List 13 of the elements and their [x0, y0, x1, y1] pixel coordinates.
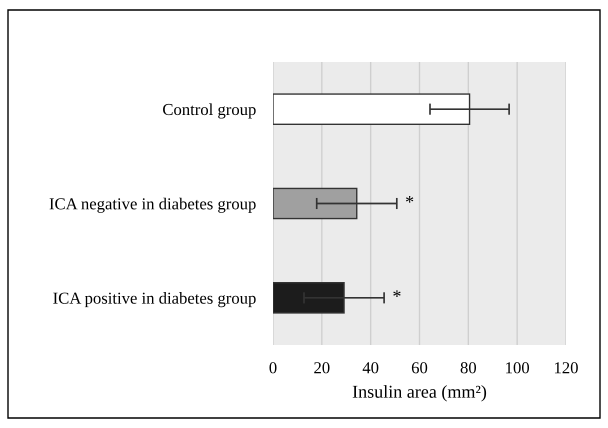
- x-tick-label: 100: [506, 362, 530, 374]
- annotation: *: [393, 290, 401, 297]
- y-tick-label: ICA negative in diabetes group: [50, 198, 256, 213]
- x-tick-label: 40: [362, 362, 378, 374]
- x-tick-label: 60: [412, 362, 428, 374]
- x-tick-label: 20: [314, 362, 330, 374]
- y-tick-label: ICA positive in diabetes group: [53, 292, 256, 308]
- annotation: *: [406, 196, 414, 203]
- x-axis-title: Insulin area (mm²): [352, 385, 486, 402]
- x-tick-label: 0: [269, 362, 277, 374]
- y-tick-label: Control group: [163, 103, 256, 119]
- x-tick-label: 120: [554, 362, 578, 374]
- x-tick-label: 80: [460, 362, 476, 374]
